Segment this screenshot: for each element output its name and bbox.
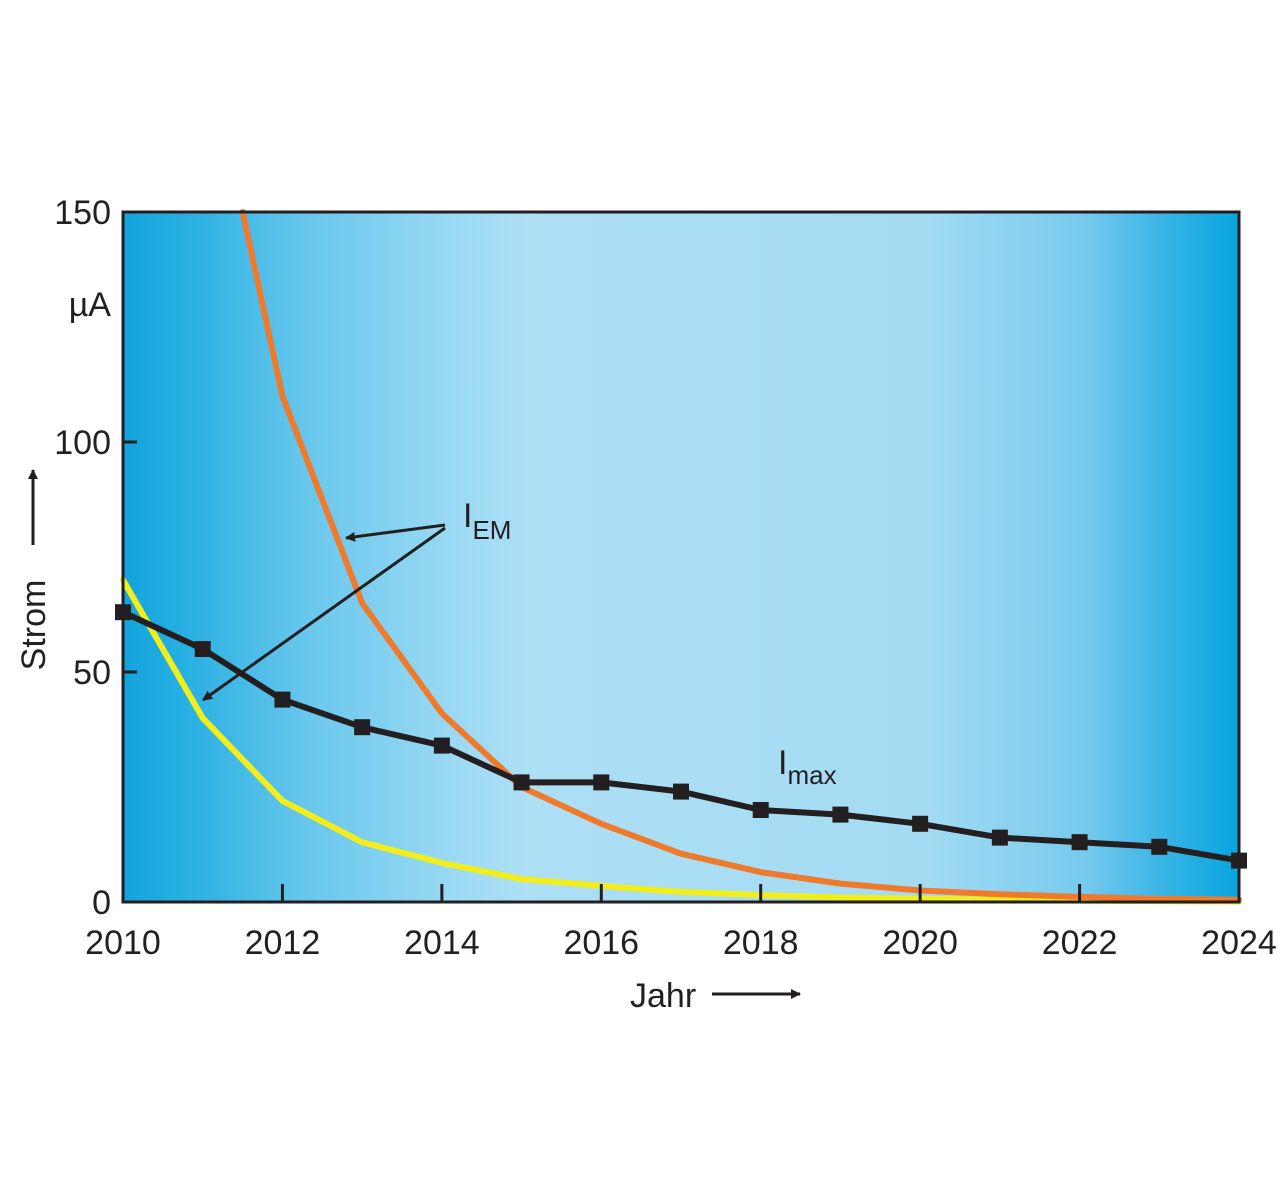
y-unit-label: µA [69, 286, 112, 324]
x-axis-label: Jahr [630, 977, 696, 1015]
x-tick-label: 2016 [563, 924, 639, 962]
series-label-imax: Imax [778, 744, 837, 790]
y-axis-label: Strom [15, 580, 53, 671]
x-tick-label: 2022 [1042, 924, 1118, 962]
series-point [433, 737, 450, 754]
y-axis-title: Strom [15, 469, 53, 671]
series-point [673, 783, 689, 800]
series-point [354, 719, 371, 736]
series-point [1071, 834, 1088, 851]
series-point [991, 829, 1008, 846]
annotation-layer: IEM Imax [202, 497, 837, 790]
series-point [194, 641, 211, 657]
y-tick-label: 50 [73, 654, 111, 692]
x-axis: 2010 2012 2014 2016 2018 2020 2022 2024 [85, 884, 1277, 962]
x-tick-label: 2012 [245, 924, 321, 962]
series-point [513, 774, 530, 791]
x-tick-label: 2010 [85, 924, 161, 962]
y-axis: 0 50 100 150 [54, 194, 137, 922]
y-tick-label: 100 [54, 424, 111, 462]
series-layer [115, 209, 1247, 905]
series-label-iem: IEM [463, 497, 511, 545]
y-tick-label: 150 [54, 194, 111, 232]
x-axis-title: Jahr [630, 977, 801, 1015]
series-point [274, 691, 291, 708]
series-line-2 [120, 577, 1242, 905]
x-tick-label: 2018 [723, 924, 799, 962]
plot-frame [121, 210, 1241, 904]
x-tick-label: 2024 [1201, 924, 1277, 962]
x-tick-label: 2020 [882, 924, 958, 962]
series-point [912, 815, 929, 832]
series-point [593, 774, 610, 791]
y-tick-label: 0 [92, 884, 111, 922]
series-point [832, 806, 849, 823]
series-point [752, 802, 769, 818]
annotation-arrow [202, 526, 446, 702]
x-tick-label: 2014 [404, 924, 480, 962]
series-point [1151, 838, 1168, 855]
annotation-arrow [345, 523, 446, 542]
series-line-1 [239, 209, 1242, 903]
